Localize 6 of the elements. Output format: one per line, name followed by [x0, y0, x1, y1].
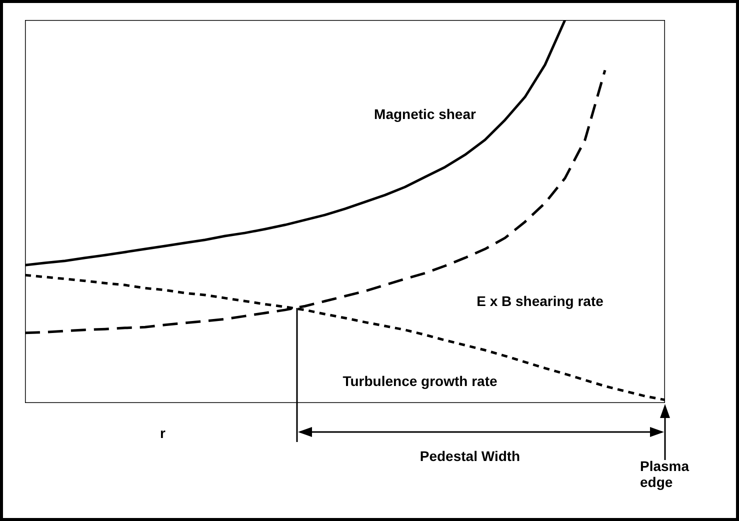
text: r	[160, 425, 166, 441]
text: E x B shearing rate	[476, 293, 604, 309]
text: Plasma edge	[640, 458, 690, 490]
series-label: Magnetic shear	[374, 106, 477, 122]
text: Pedestal Width	[418, 448, 522, 464]
series-label: Turbulence growth rate	[342, 373, 498, 389]
